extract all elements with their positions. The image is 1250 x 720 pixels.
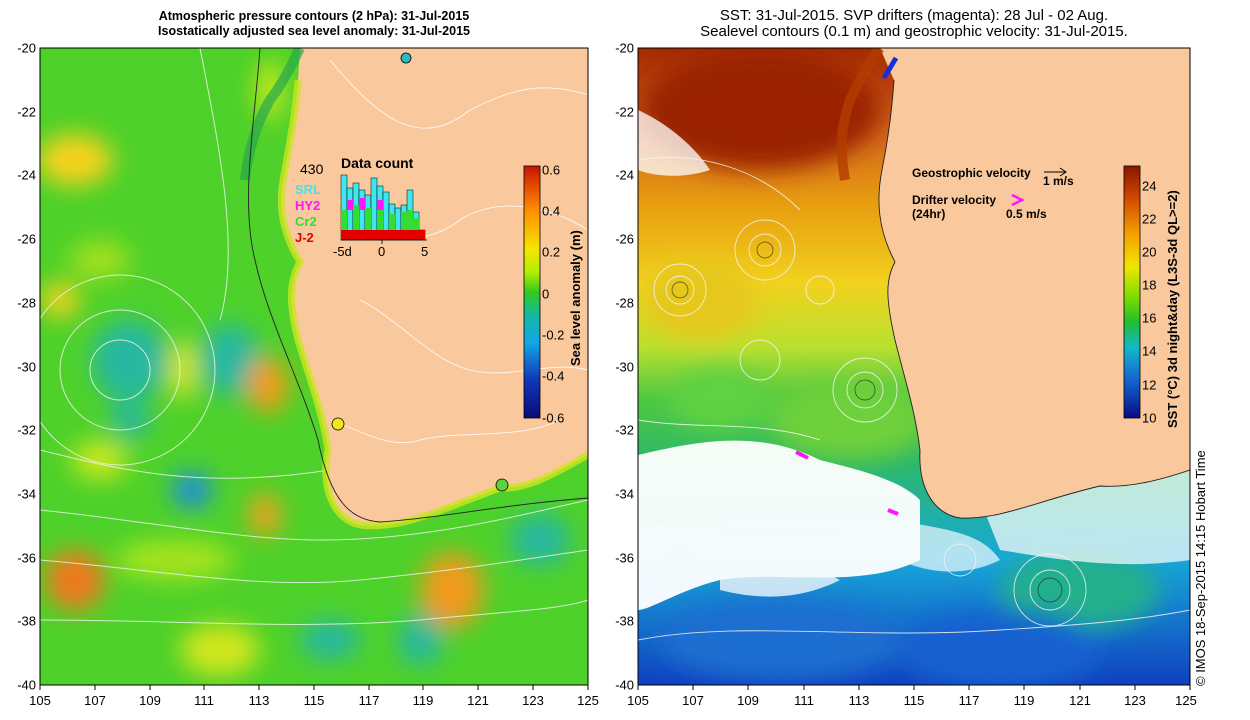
y-tick: -22 (17, 104, 36, 120)
left-title-line2: Isostatically adjusted sea level anomaly… (158, 24, 470, 38)
x-tick: 117 (358, 693, 380, 708)
sst-tick: 16 (1142, 310, 1157, 326)
y-tick: -34 (17, 486, 36, 502)
right-title-line2: Sealevel contours (0.1 m) and geostrophi… (700, 23, 1128, 40)
hist-label-right: 5 (421, 244, 429, 259)
left-title-line1: Atmospheric pressure contours (2 hPa): 3… (158, 9, 470, 23)
x-tick: 109 (737, 693, 759, 708)
right-title-line1: SST: 31-Jul-2015. SVP drifters (magenta)… (719, 7, 1109, 24)
land-australia (281, 48, 588, 526)
sla-colorbar-label: Sea level anomaly (m) (568, 230, 583, 366)
x-tick: 123 (522, 693, 544, 708)
velocity-legend-arrows (1011, 167, 1067, 207)
hist-label-zero: 0 (378, 244, 386, 259)
x-tick: 125 (577, 693, 599, 708)
y-tick: -36 (17, 550, 36, 566)
y-tick: -38 (17, 613, 36, 629)
y-tick: -24 (615, 167, 634, 183)
tick-marks (39, 685, 1191, 690)
x-tick: 115 (303, 693, 325, 708)
sla-colorbar (523, 165, 541, 419)
sst-map (638, 48, 1190, 685)
x-tick: 115 (903, 693, 925, 708)
sla-tick: 0.6 (542, 162, 561, 178)
sst-tick: 10 (1142, 410, 1157, 426)
hist-label-left: -5d (333, 244, 352, 259)
y-tick: -40 (615, 677, 634, 693)
drifter-velocity-sub: (24hr) (912, 207, 946, 221)
y-tick: -20 (615, 40, 634, 56)
sla-tick: -0.4 (542, 368, 565, 384)
cloud-mask (638, 110, 1190, 610)
right-title: SST: 31-Jul-2015. SVP drifters (magenta)… (638, 8, 1190, 40)
drifter-velocity-scale: 0.5 m/s (1006, 207, 1047, 221)
x-tick: 119 (412, 693, 434, 708)
x-tick: 107 (84, 693, 106, 708)
data-count-histogram (340, 174, 427, 244)
x-tick: 105 (29, 693, 51, 708)
sst-tick: 20 (1142, 244, 1157, 260)
x-tick: 107 (682, 693, 704, 708)
y-tick: -32 (17, 422, 36, 438)
x-tick: 119 (1013, 693, 1035, 708)
y-tick: -40 (17, 677, 36, 693)
y-tick: -20 (17, 40, 36, 56)
sealevel-contours (638, 157, 1190, 641)
legend-hy2: HY2 (295, 198, 321, 213)
sla-map (40, 48, 588, 685)
sla-tick: -0.2 (542, 327, 565, 343)
x-tick: 121 (467, 693, 489, 708)
y-tick: -28 (17, 295, 36, 311)
legend-j2: J-2 (295, 230, 314, 245)
sst-tick: 22 (1142, 211, 1157, 227)
y-tick: -34 (615, 486, 634, 502)
imos-credit: © IMOS 18-Sep-2015 14:15 Hobart Time (1193, 450, 1208, 686)
x-tick: 123 (1124, 693, 1146, 708)
sla-tick: -0.6 (542, 410, 565, 426)
x-tick: 111 (794, 693, 814, 708)
data-count-legend: SRL HY2 Cr2 J-2 (295, 182, 321, 246)
x-tick: 105 (627, 693, 649, 708)
y-tick: -26 (615, 231, 634, 247)
sst-tick: 12 (1142, 377, 1157, 393)
x-tick: 121 (1069, 693, 1091, 708)
sla-field (40, 60, 570, 676)
sst-tick: 18 (1142, 277, 1157, 293)
left-title: Atmospheric pressure contours (2 hPa): 3… (40, 9, 588, 39)
y-tick: -38 (615, 613, 634, 629)
sst-colorbar-label: SST (°C) 3d night&day (L3S-3d QL>=2) (1165, 190, 1180, 428)
sla-tick: 0.4 (542, 203, 561, 219)
y-tick: -22 (615, 104, 634, 120)
sla-tick: 0 (542, 286, 550, 302)
y-tick: -30 (615, 359, 634, 375)
x-tick: 113 (848, 693, 870, 708)
x-tick: 113 (248, 693, 270, 708)
land-australia-sst (878, 48, 1190, 519)
geostrophic-velocity-scale: 1 m/s (1043, 174, 1074, 188)
sla-tick: 0.2 (542, 244, 561, 260)
legend-srl: SRL (295, 182, 321, 197)
y-tick: -28 (615, 295, 634, 311)
x-tick: 125 (1175, 693, 1197, 708)
geostrophic-velocity-label: Geostrophic velocity (912, 166, 1031, 180)
drifter-velocity-label: Drifter velocity (912, 193, 997, 207)
x-tick: 111 (194, 693, 214, 708)
legend-cr2: Cr2 (295, 214, 317, 229)
y-tick: -32 (615, 422, 634, 438)
sst-tick: 14 (1142, 343, 1157, 359)
y-tick: -30 (17, 359, 36, 375)
sst-tick: 24 (1142, 178, 1157, 194)
y-tick: -26 (17, 231, 36, 247)
x-tick: 117 (958, 693, 980, 708)
x-tick: 109 (139, 693, 161, 708)
y-tick: -36 (615, 550, 634, 566)
y-tick: -24 (17, 167, 36, 183)
sst-colorbar (1123, 165, 1141, 419)
data-count-total: 430 (300, 161, 324, 177)
data-count-title: Data count (341, 155, 414, 171)
